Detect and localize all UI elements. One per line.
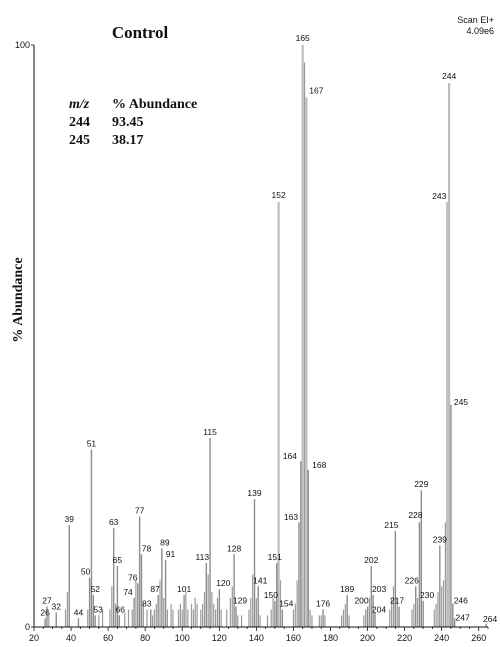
peak-label-mz-150: 150	[264, 590, 278, 600]
y-tick-label-0: 0	[25, 622, 30, 632]
peak-label-mz-51: 51	[87, 438, 97, 448]
peak-label-mz-120: 120	[216, 578, 230, 588]
peak-label-mz-74: 74	[123, 587, 133, 597]
peak-label-mz-63: 63	[109, 517, 119, 527]
peak-label-mz-247: 247	[456, 612, 470, 622]
peak-label-mz-167: 167	[309, 85, 323, 95]
x-tick-label-120: 120	[212, 633, 227, 643]
x-tick-label-180: 180	[323, 633, 338, 643]
x-tick-label-200: 200	[360, 633, 375, 643]
peak-label-mz-200: 200	[354, 596, 368, 606]
labeled-peaks	[44, 45, 487, 627]
peak-label-mz-113: 113	[196, 552, 210, 562]
peak-label-mz-115: 115	[203, 427, 217, 437]
peak-label-mz-78: 78	[142, 543, 152, 553]
peak-label-mz-230: 230	[420, 590, 434, 600]
peak-label-mz-50: 50	[81, 567, 91, 577]
peak-label-mz-203: 203	[372, 584, 386, 594]
x-axis-ticks: 20 40 60 80 100 120 140 160 180 200 220 240 260	[29, 627, 489, 643]
peak-label-mz-215: 215	[384, 520, 398, 530]
peak-label-mz-89: 89	[160, 537, 170, 547]
peak-label-mz-217: 217	[390, 596, 404, 606]
peak-label-mz-246: 246	[454, 596, 468, 606]
peak-label-mz-189: 189	[340, 584, 354, 594]
peak-label-mz-66: 66	[116, 604, 126, 614]
minor-peaks	[48, 62, 446, 627]
table-header-mz: m/z	[69, 97, 90, 112]
peak-label-mz-27: 27	[42, 596, 52, 606]
peak-label-mz-76: 76	[128, 572, 138, 582]
peak-label-mz-65: 65	[113, 555, 123, 565]
peak-label-mz-245: 245	[454, 397, 468, 407]
peak-label-mz-128: 128	[227, 543, 241, 553]
peak-label-mz-26: 26	[40, 607, 50, 617]
peak-label-mz-243: 243	[432, 191, 446, 201]
abundance-table: m/z % Abundance 244 93.45 245 38.17	[69, 97, 197, 148]
peak-label-mz-44: 44	[74, 607, 84, 617]
peak-label-mz-244: 244	[442, 71, 456, 81]
peak-label-mz-168: 168	[312, 460, 326, 470]
peak-label-mz-129: 129	[233, 596, 247, 606]
peak-label-mz-154: 154	[279, 599, 293, 609]
peak-label-mz-139: 139	[247, 488, 261, 498]
peak-label-mz-77: 77	[135, 505, 145, 515]
x-tick-label-240: 240	[434, 633, 449, 643]
peak-label-mz-226: 226	[405, 575, 419, 585]
x-tick-label-260: 260	[471, 633, 486, 643]
peak-label-mz-164: 164	[283, 451, 297, 461]
x-tick-label-20: 20	[29, 633, 39, 643]
table-header-abundance: % Abundance	[112, 97, 197, 112]
peak-label-mz-87: 87	[150, 584, 160, 594]
table-row-1-mz: 244	[69, 115, 90, 130]
chart-title: Control	[112, 23, 169, 42]
y-axis-ticks: 0 100	[15, 40, 34, 632]
scan-intensity-label: 4.09e6	[466, 26, 494, 36]
x-tick-label-100: 100	[175, 633, 190, 643]
peak-label-mz-165: 165	[296, 33, 310, 43]
peak-label-mz-151: 151	[268, 552, 282, 562]
table-row-2-mz: 245	[69, 133, 90, 148]
peak-label-mz-163: 163	[284, 512, 298, 522]
x-tick-label-60: 60	[103, 633, 113, 643]
x-tick-label-220: 220	[397, 633, 412, 643]
x-tick-label-160: 160	[286, 633, 301, 643]
y-axis-label: % Abundance	[11, 257, 26, 342]
peak-label-mz-141: 141	[253, 575, 267, 585]
peak-label-mz-52: 52	[91, 584, 101, 594]
peak-label-mz-101: 101	[177, 584, 191, 594]
y-tick-label-100: 100	[15, 40, 30, 50]
peak-label-mz-53: 53	[93, 604, 103, 614]
peak-label-mz-204: 204	[372, 604, 386, 614]
x-tick-label-40: 40	[66, 633, 76, 643]
peak-label-mz-152: 152	[272, 190, 286, 200]
peak-label-mz-228: 228	[408, 510, 422, 520]
peak-label-mz-229: 229	[414, 479, 428, 489]
peak-label-mz-239: 239	[433, 535, 447, 545]
peak-label-mz-176: 176	[316, 599, 330, 609]
peak-label-mz-91: 91	[166, 549, 176, 559]
table-row-2-abundance: 38.17	[112, 133, 144, 148]
peak-label-mz-83: 83	[142, 599, 152, 609]
peak-label-mz-32: 32	[52, 601, 62, 611]
peak-label-mz-264: 264	[483, 614, 497, 624]
table-row-1-abundance: 93.45	[112, 115, 144, 130]
x-tick-label-80: 80	[140, 633, 150, 643]
peak-label-mz-39: 39	[64, 514, 74, 524]
scan-mode-label: Scan EI+	[457, 15, 494, 25]
axes	[33, 45, 488, 628]
x-tick-label-140: 140	[249, 633, 264, 643]
peak-label-mz-202: 202	[364, 555, 378, 565]
